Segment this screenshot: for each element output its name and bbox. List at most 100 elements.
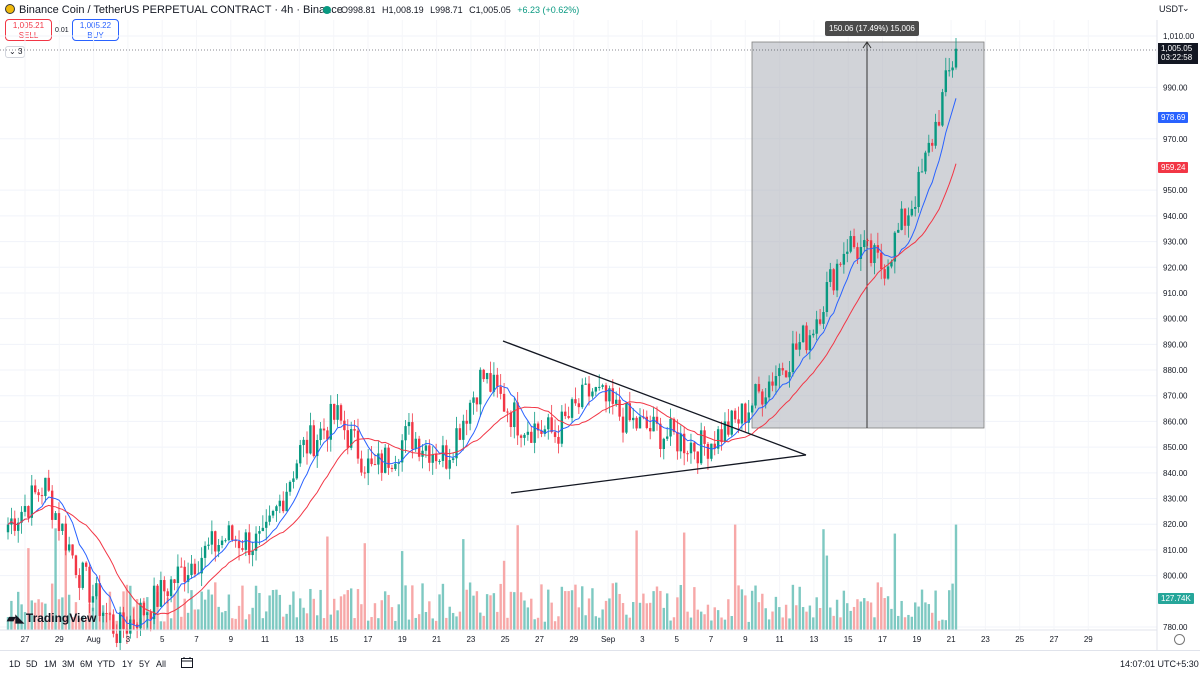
period-3m-button[interactable]: 3M [62,659,75,669]
volume-bar [737,585,740,630]
candle-body [516,402,519,436]
volume-bar [434,620,438,630]
volume-bar [846,603,849,630]
clock-readout[interactable]: 14:07:01 UTC+5:30 [1120,659,1199,669]
candle-body [638,416,642,429]
market-status-icon[interactable] [323,6,331,14]
volume-bar [10,600,13,630]
volume-bar [180,616,183,630]
currency-selector[interactable]: USDT [1159,4,1184,14]
period-1y-button[interactable]: 1Y [122,659,134,669]
candle-body [180,566,183,568]
candle-body [193,563,197,575]
candle-body [645,416,648,429]
time-tick-label: 7 [194,635,199,644]
volume-bar [421,583,424,630]
candle-body [784,370,788,378]
volume-bar [71,617,74,630]
volume-bar [723,619,727,630]
candle-body [142,602,146,616]
price-tick-label: 840.00 [1163,469,1188,478]
candle-body [40,495,44,497]
period-5y-button[interactable]: 5Y [139,659,151,669]
candle-body [16,522,20,531]
candle-body [778,368,781,377]
candle-body [169,579,173,597]
volume-bar [210,594,214,630]
volume-bar [349,588,353,630]
candle-body [231,525,234,540]
volume-bar [135,599,139,630]
volume-bar [652,591,655,630]
candle-body [570,399,574,418]
period-ytd-button[interactable]: YTD [97,659,115,669]
candle-body [305,439,309,454]
candle-body [288,481,292,492]
candle-body [761,391,764,405]
candle-body [764,397,767,405]
volume-bar [754,585,757,630]
volume-bar [288,604,292,630]
tradingview-logo[interactable]: ▰◣ TradingView [7,611,96,625]
candle-body [44,477,47,497]
period-6m-button[interactable]: 6M [80,659,93,669]
volume-bar [839,617,842,630]
candle-body [954,48,958,68]
gear-icon[interactable] [1174,634,1185,645]
volume-bar [37,599,40,630]
time-tick-label: 15 [844,635,853,644]
volume-bar [679,584,682,630]
candle-body [648,428,652,432]
period-5d-button[interactable]: 5D [26,659,38,669]
volume-bar [570,590,574,630]
volume-bar [366,620,370,630]
candle-body [910,208,914,216]
volume-bar [485,594,489,630]
candle-body [224,540,227,542]
volume-bar [642,593,645,630]
candle-body [543,429,547,434]
measure-range-box[interactable] [751,41,985,429]
volume-bar [842,590,846,630]
period-all-button[interactable]: All [156,659,167,669]
candle-body [258,531,261,534]
volume-bar [390,607,394,630]
price-chart[interactable]: 1,010.00990.00970.00950.00940.00930.0092… [0,0,1200,650]
candle-body [149,612,152,620]
volume-bar [910,616,914,630]
candle-body [343,420,346,431]
candle-body [241,548,244,550]
price-tick-label: 920.00 [1163,263,1188,272]
candle-body [591,391,594,397]
period-1m-button[interactable]: 1M [44,659,57,669]
time-tick-label: 29 [569,635,578,644]
candle-body [332,403,336,420]
volume-bar [285,613,288,630]
triangle-upper-line[interactable] [502,340,807,456]
chevron-down-icon[interactable]: ⌄ [1182,3,1190,13]
volume-bar [917,606,920,630]
volume-bar [451,612,455,630]
volume-bar [441,583,445,630]
candle-body [635,417,638,429]
symbol-title[interactable]: Binance Coin / TetherUS PERPETUAL CONTRA… [19,4,343,16]
candle-body [139,602,142,628]
triangle-lower-line[interactable] [510,454,807,494]
candle-body [489,373,492,392]
candle-body [659,423,662,450]
period-1d-button[interactable]: 1D [9,659,21,669]
candle-body [50,490,54,520]
volume-bar [489,595,492,630]
measure-label[interactable]: 150.06 (17.49%) 15,006 [825,21,919,36]
candle-body [808,335,812,351]
volume-bar [547,589,550,630]
candle-body [125,628,129,634]
candle-body [411,422,414,450]
volume-bar [44,603,47,630]
volume-bar [404,585,407,630]
candle-body [767,381,771,398]
volume-bar [268,595,271,630]
volume-bar [764,608,767,630]
volume-bar [400,551,404,630]
calendar-range-icon[interactable] [181,657,193,668]
